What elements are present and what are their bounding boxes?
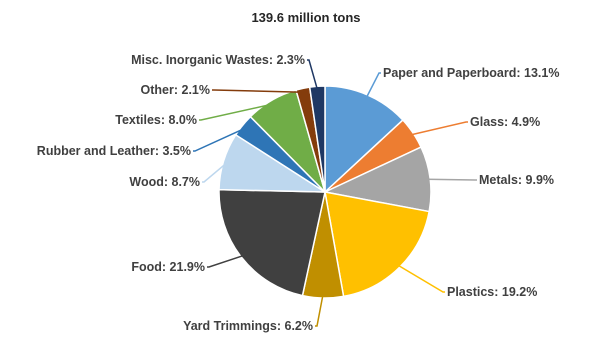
label-other: Other: 2.1%: [141, 83, 210, 97]
leader-line-plastics: [396, 263, 445, 293]
leader-line-glass: [409, 121, 468, 136]
slice-food: [218, 188, 326, 297]
leader-line-yard-trimmings: [315, 293, 324, 327]
label-plastics: Plastics: 19.2%: [447, 285, 537, 299]
label-textiles: Textiles: 8.0%: [115, 113, 197, 127]
leader-lines: [193, 59, 477, 327]
leader-line-rubber-and-leather: [193, 127, 247, 152]
slice-plastics: [324, 191, 431, 298]
slice-labels: Paper and Paperboard: 13.1% Glass: 4.9% Me…: [37, 53, 560, 333]
leader-line-textiles: [199, 103, 274, 121]
label-glass: Glass: 4.9%: [470, 115, 540, 129]
leader-line-misc-inorganic-wastes: [307, 59, 319, 91]
label-rubber-and-leather: Rubber and Leather: 3.5%: [37, 144, 191, 158]
label-yard-trimmings: Yard Trimmings: 6.2%: [183, 319, 313, 333]
leader-line-food: [207, 254, 246, 268]
label-food: Food: 21.9%: [131, 260, 205, 274]
leader-line-paper-and-paperboard: [365, 72, 381, 99]
label-metals: Metals: 9.9%: [479, 173, 554, 187]
leader-line-other: [212, 89, 304, 94]
pie-slices: [218, 85, 432, 299]
leader-line-wood: [202, 161, 228, 183]
label-paper-and-paperboard: Paper and Paperboard: 13.1%: [383, 66, 559, 80]
slice-misc-inorganic-wastes: [308, 85, 326, 193]
label-wood: Wood: 8.7%: [129, 175, 200, 189]
leader-line-metals: [426, 178, 477, 181]
chart-title: 139.6 million tons: [251, 10, 360, 25]
label-misc-inorganic-wastes: Misc. Inorganic Wastes: 2.3%: [131, 53, 305, 67]
